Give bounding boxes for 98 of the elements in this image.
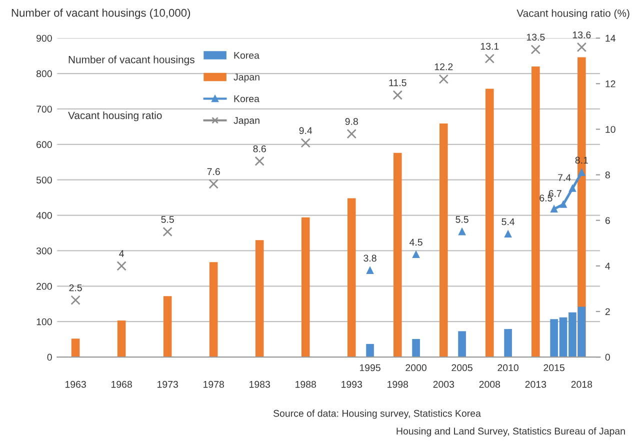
data-label: 4.5 <box>410 238 422 246</box>
point <box>70 295 80 305</box>
point <box>550 205 558 212</box>
y-tick-label: 300 <box>36 247 52 254</box>
point <box>438 74 448 84</box>
x-tick-label: 1963 <box>65 380 86 388</box>
point <box>162 226 172 237</box>
point <box>346 128 356 139</box>
y-tick-label: 600 <box>36 141 52 148</box>
text: Housing and Land Survey, Statistics Bureau of Japan <box>396 427 625 436</box>
data-label: 9.8 <box>345 118 358 125</box>
data-label: 8.6 <box>253 145 266 152</box>
legend-label: Japan <box>234 74 260 82</box>
point <box>366 267 374 274</box>
y-tick-label: 100 <box>36 318 52 326</box>
point <box>458 228 466 236</box>
x-tick-label: 1988 <box>296 380 316 388</box>
y-tick-label: 500 <box>36 176 52 184</box>
bar <box>209 262 218 358</box>
bar <box>393 152 402 358</box>
y-axis-title: Number of vacant housings (10,000) <box>12 8 190 19</box>
x2-tick-label: 2015 <box>544 364 564 372</box>
annotation: Number of vacant housings <box>68 56 194 66</box>
y2-tick-label: 2 <box>605 308 610 316</box>
data-label: 13.1 <box>480 42 499 50</box>
x2-tick-label: 1995 <box>360 364 380 372</box>
y-tick-label: 200 <box>36 282 52 290</box>
bar <box>412 338 420 358</box>
bar <box>71 338 80 358</box>
bar <box>255 240 264 358</box>
point <box>560 200 567 208</box>
x-tick-label: 2003 <box>433 380 454 388</box>
source-note: Source of data: Housing survey, Statistics Korea <box>273 410 481 419</box>
legend-label: Korea <box>234 95 260 102</box>
bar <box>163 296 172 358</box>
data-label: 13.6 <box>572 31 591 38</box>
bar <box>504 329 512 358</box>
annotation: Vacant housing ratio <box>68 111 162 122</box>
y2-tick-label: 4 <box>605 262 610 270</box>
x2-tick-label: 2005 <box>452 364 472 372</box>
bar <box>486 88 494 358</box>
point <box>530 44 541 54</box>
y2-tick-label: 6 <box>605 217 610 224</box>
bar <box>301 217 310 358</box>
point <box>208 179 218 189</box>
data-label: 2.5 <box>69 284 82 292</box>
legend-label: Korea <box>234 52 260 59</box>
y2-tick-label: 0 <box>605 354 610 361</box>
x2-tick-label: 2000 <box>406 364 426 372</box>
y-tick-label: 800 <box>36 70 52 78</box>
x-tick-label: 1998 <box>388 380 408 388</box>
point <box>116 261 126 271</box>
data-label: 3.8 <box>364 254 376 262</box>
y2-tick-label: 12 <box>606 80 616 88</box>
y-tick-label: 700 <box>36 106 52 113</box>
bar <box>366 344 374 358</box>
data-label: 5.5 <box>456 216 468 223</box>
bar <box>532 66 540 358</box>
point <box>254 156 264 166</box>
data-label: 11.5 <box>389 79 406 86</box>
y-tick-label: 900 <box>36 34 52 42</box>
x-tick-label: 2013 <box>525 380 546 388</box>
data-label: 5.4 <box>502 218 515 226</box>
x-tick-label: 1983 <box>250 380 270 388</box>
y2-tick-label: 14 <box>606 34 616 42</box>
y2-tick-label: 10 <box>606 126 616 133</box>
x-tick-label: 1968 <box>111 380 132 388</box>
x-tick-label: 2018 <box>571 380 592 388</box>
point <box>578 169 586 176</box>
x-tick-label: 1973 <box>158 380 178 388</box>
bar <box>440 124 448 358</box>
bar <box>347 198 356 358</box>
bar <box>458 331 466 358</box>
data-label: 9.4 <box>299 127 312 134</box>
x-tick-label: 1993 <box>342 380 362 388</box>
data-label: 4 <box>119 250 124 257</box>
data-label: 7.4 <box>558 174 571 181</box>
data-label: 5.5 <box>161 216 174 223</box>
point <box>576 42 587 52</box>
x-tick-label: 1978 <box>204 380 224 388</box>
y2-axis-title: Vacant housing ratio (%) <box>516 9 630 19</box>
point <box>568 184 576 192</box>
data-label: 6.7 <box>548 190 562 197</box>
y-tick-label: 400 <box>36 212 52 219</box>
data-label: 12.2 <box>434 63 453 70</box>
legend-label: Japan <box>234 117 260 126</box>
x2-tick-label: 2010 <box>498 364 518 372</box>
x-tick-label: 2008 <box>479 380 500 388</box>
data-label: 7.6 <box>207 168 220 176</box>
point <box>392 90 402 100</box>
data-label: 13.5 <box>526 34 545 41</box>
bar <box>117 320 126 358</box>
point <box>484 54 495 64</box>
point <box>300 138 310 148</box>
y-tick-label: 0 <box>47 354 52 361</box>
y2-tick-label: 8 <box>605 172 610 178</box>
point <box>504 230 512 238</box>
point <box>412 251 420 258</box>
